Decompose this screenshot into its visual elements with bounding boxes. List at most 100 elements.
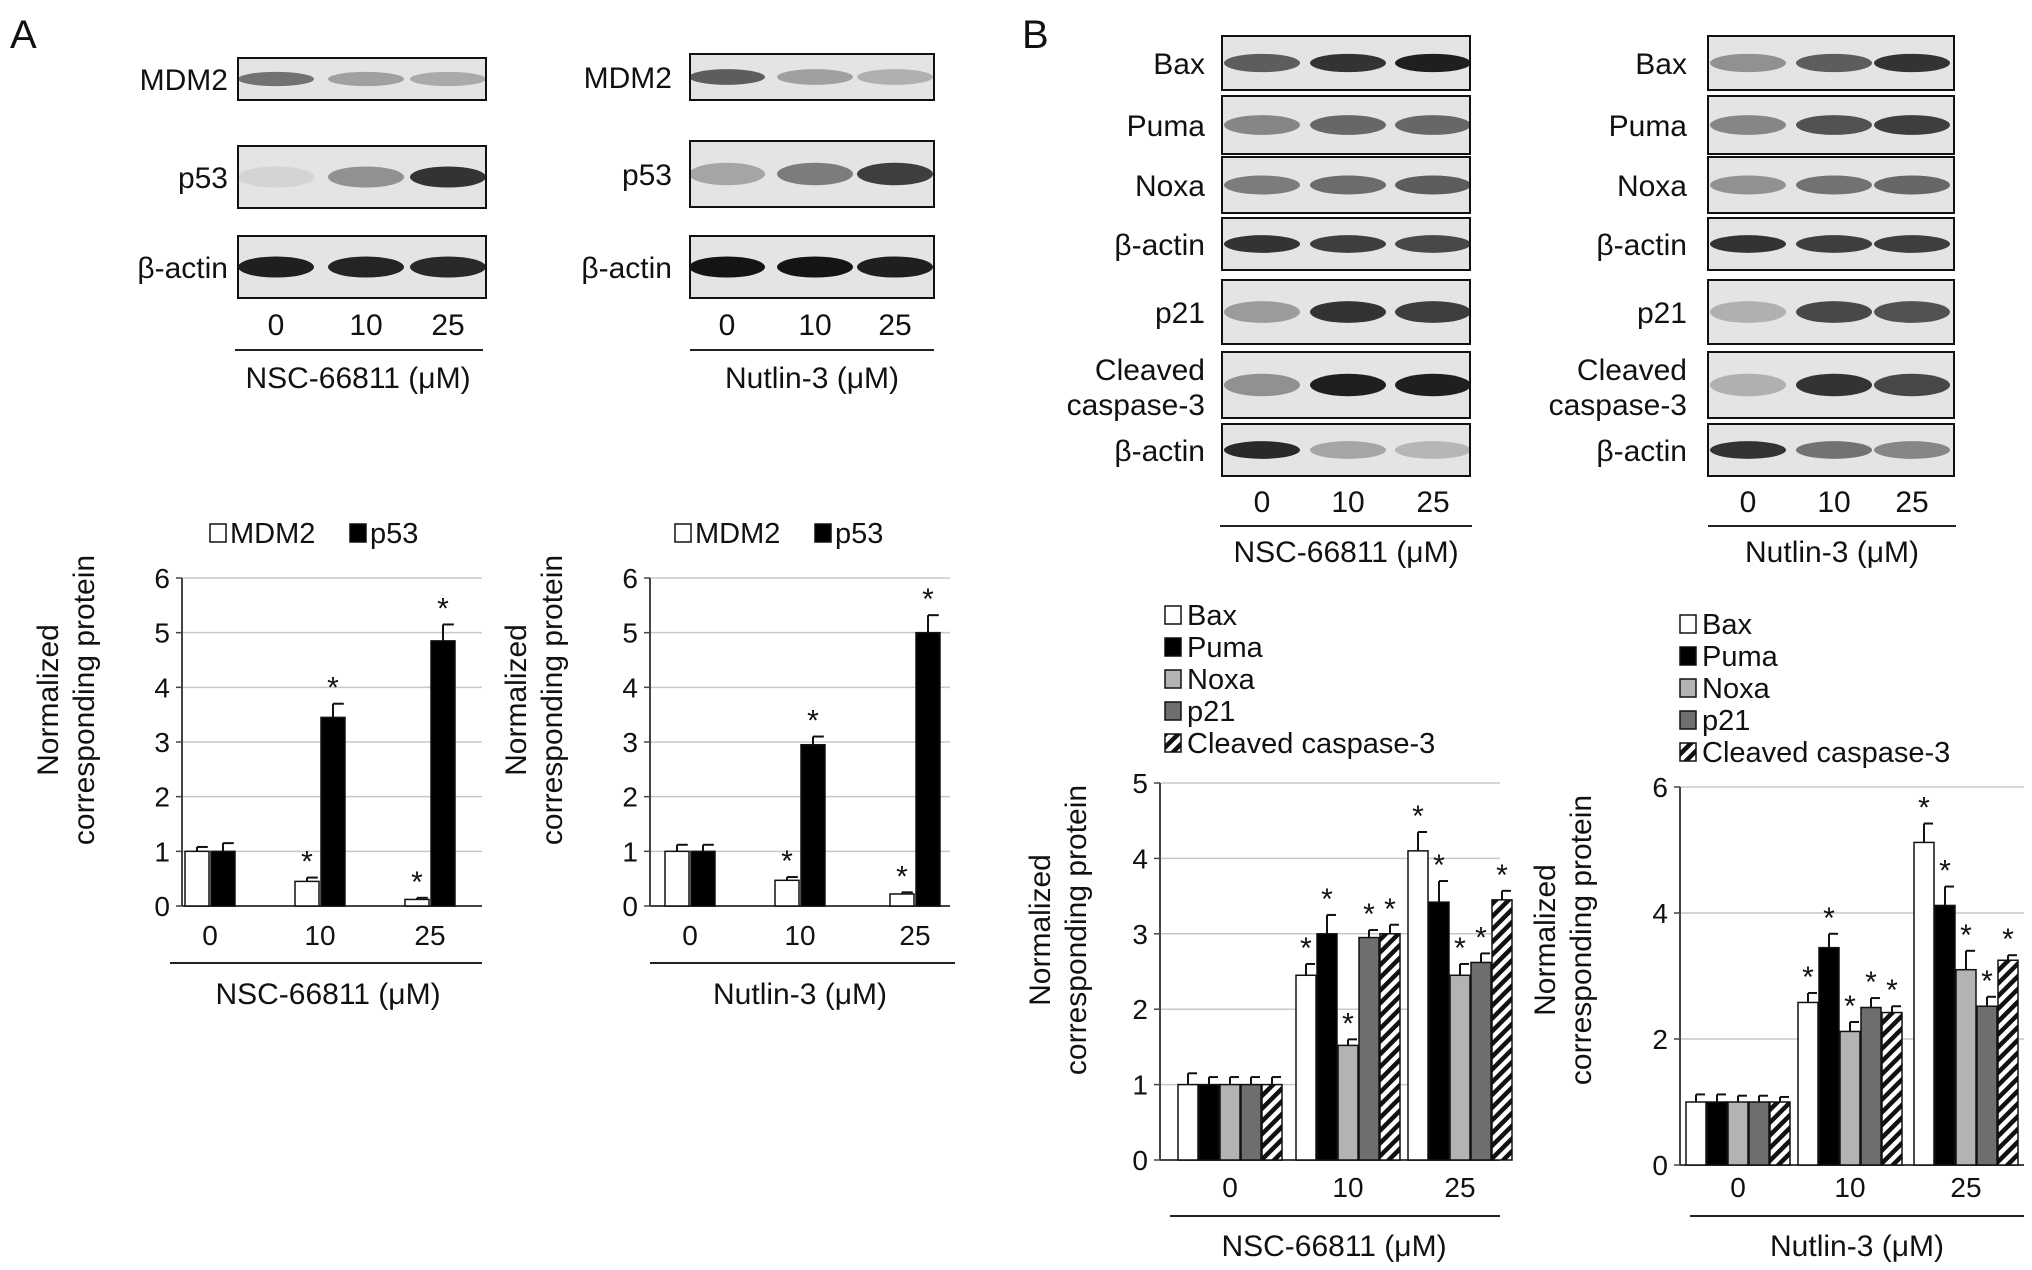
band-label: caspase-3 [1549,389,1687,422]
legend-label: Noxa [1702,673,1771,705]
band-signal [1395,441,1471,459]
band-signal [410,256,486,278]
y-axis-title: Normalized corresponding protein [1024,785,1093,1075]
bar-mdm2 [294,880,320,907]
legend-label: Bax [1702,609,1752,641]
band-label: MDM2 [140,64,228,97]
significance-marker: * [1802,961,1814,994]
y-tick-label: 5 [1132,768,1148,799]
band-signal [1710,115,1786,135]
bar-noxa [1219,1083,1241,1161]
bar-mdm2 [184,850,210,907]
x-category-label: 25 [1444,1172,1475,1203]
band-signal [1796,235,1872,253]
band-signal [1310,235,1386,253]
band-signal [410,166,486,188]
x-category-label: 0 [1222,1172,1238,1203]
band-signal [1796,175,1872,195]
band-label: Noxa [1135,170,1205,203]
x-axis-title: NSC-66811 (μM) [215,978,440,1011]
dose-label: 0 [1740,486,1757,519]
band-signal [1224,115,1300,135]
bar-noxa [1839,1030,1861,1166]
dose-label: 25 [878,309,911,342]
y-tick-label: 0 [622,891,638,922]
bar-p53 [430,640,456,907]
bar-puma [1428,901,1450,1161]
band-label: caspase-3 [1067,389,1205,422]
western-blot-2: MDM2 p53 β-actin 0 10 25 Nutlin-3 (μM) [581,53,935,395]
legend-swatch [1679,710,1697,730]
bar-p21 [1240,1083,1262,1161]
y-tick-label: 6 [1652,772,1668,803]
bar-mdm2 [774,879,800,907]
legend-swatch [1679,614,1697,634]
significance-marker: * [1918,792,1930,825]
band-label: p21 [1637,297,1687,330]
y-axis-title: Normalized corresponding protein [500,555,569,845]
y-tick-label: 4 [1652,898,1668,929]
legend-swatch [1164,605,1182,625]
band-signal [1310,441,1386,459]
band-signal [1874,175,1950,195]
y-axis-title: Normalized corresponding protein [32,555,101,845]
legend-label: p53 [370,518,418,550]
band-signal [328,166,404,188]
x-category-label: 25 [899,920,930,951]
legend-swatch [1164,701,1182,721]
band-label: Cleaved [1095,354,1205,387]
dose-label: 0 [1254,486,1271,519]
legend-swatch [1679,742,1697,762]
y-tick-label: 1 [1132,1070,1148,1101]
legend-swatch [1164,669,1182,689]
significance-marker: * [1384,893,1396,926]
bar-puma [1706,1101,1728,1166]
bar-bax [1177,1083,1199,1161]
band-label: β-actin [581,252,672,285]
legend: MDM2 p53 [674,518,883,550]
significance-marker: * [896,860,908,893]
band-signal [1395,175,1471,195]
significance-marker: * [1960,919,1972,952]
x-category-label: 10 [304,920,335,951]
y-tick-label: 2 [154,782,170,813]
bar-noxa [1337,1044,1359,1161]
bar-cleaved-caspase-3 [1261,1083,1283,1161]
band-signal [1224,373,1300,397]
legend-label: p21 [1187,696,1235,728]
band-label: β-actin [1596,229,1687,262]
band-signal [1796,373,1872,397]
dose-label: 25 [1895,486,1928,519]
treatment-label: Nutlin-3 (μM) [1745,536,1919,569]
band-label: p21 [1155,297,1205,330]
y-tick-label: 2 [1652,1024,1668,1055]
band-signal [689,162,765,186]
significance-marker: * [1844,990,1856,1023]
band-signal [689,256,765,278]
band-signal [1710,301,1786,323]
y-tick-label: 2 [1132,994,1148,1025]
bar-puma [1316,933,1338,1161]
y-tick-label: 0 [1132,1145,1148,1176]
legend-label: Cleaved caspase-3 [1702,737,1950,769]
significance-marker: * [411,866,423,899]
band-label: Noxa [1617,170,1687,203]
x-category-label: 25 [1950,1172,1981,1203]
legend-label: MDM2 [695,518,780,550]
bar-p53 [690,850,716,907]
significance-marker: * [1865,966,1877,999]
bar-bax [1797,1001,1819,1166]
treatment-label: NSC-66811 (μM) [245,362,470,395]
treatment-label: NSC-66811 (μM) [1233,536,1458,569]
bar-p21 [1470,961,1492,1161]
y-axis-title-line: corresponding protein [1060,785,1093,1075]
x-category-label: 10 [1834,1172,1865,1203]
significance-marker: * [1342,1007,1354,1040]
band-signal [1874,53,1950,73]
band-signal [857,69,933,85]
x-category-label: 0 [682,920,698,951]
